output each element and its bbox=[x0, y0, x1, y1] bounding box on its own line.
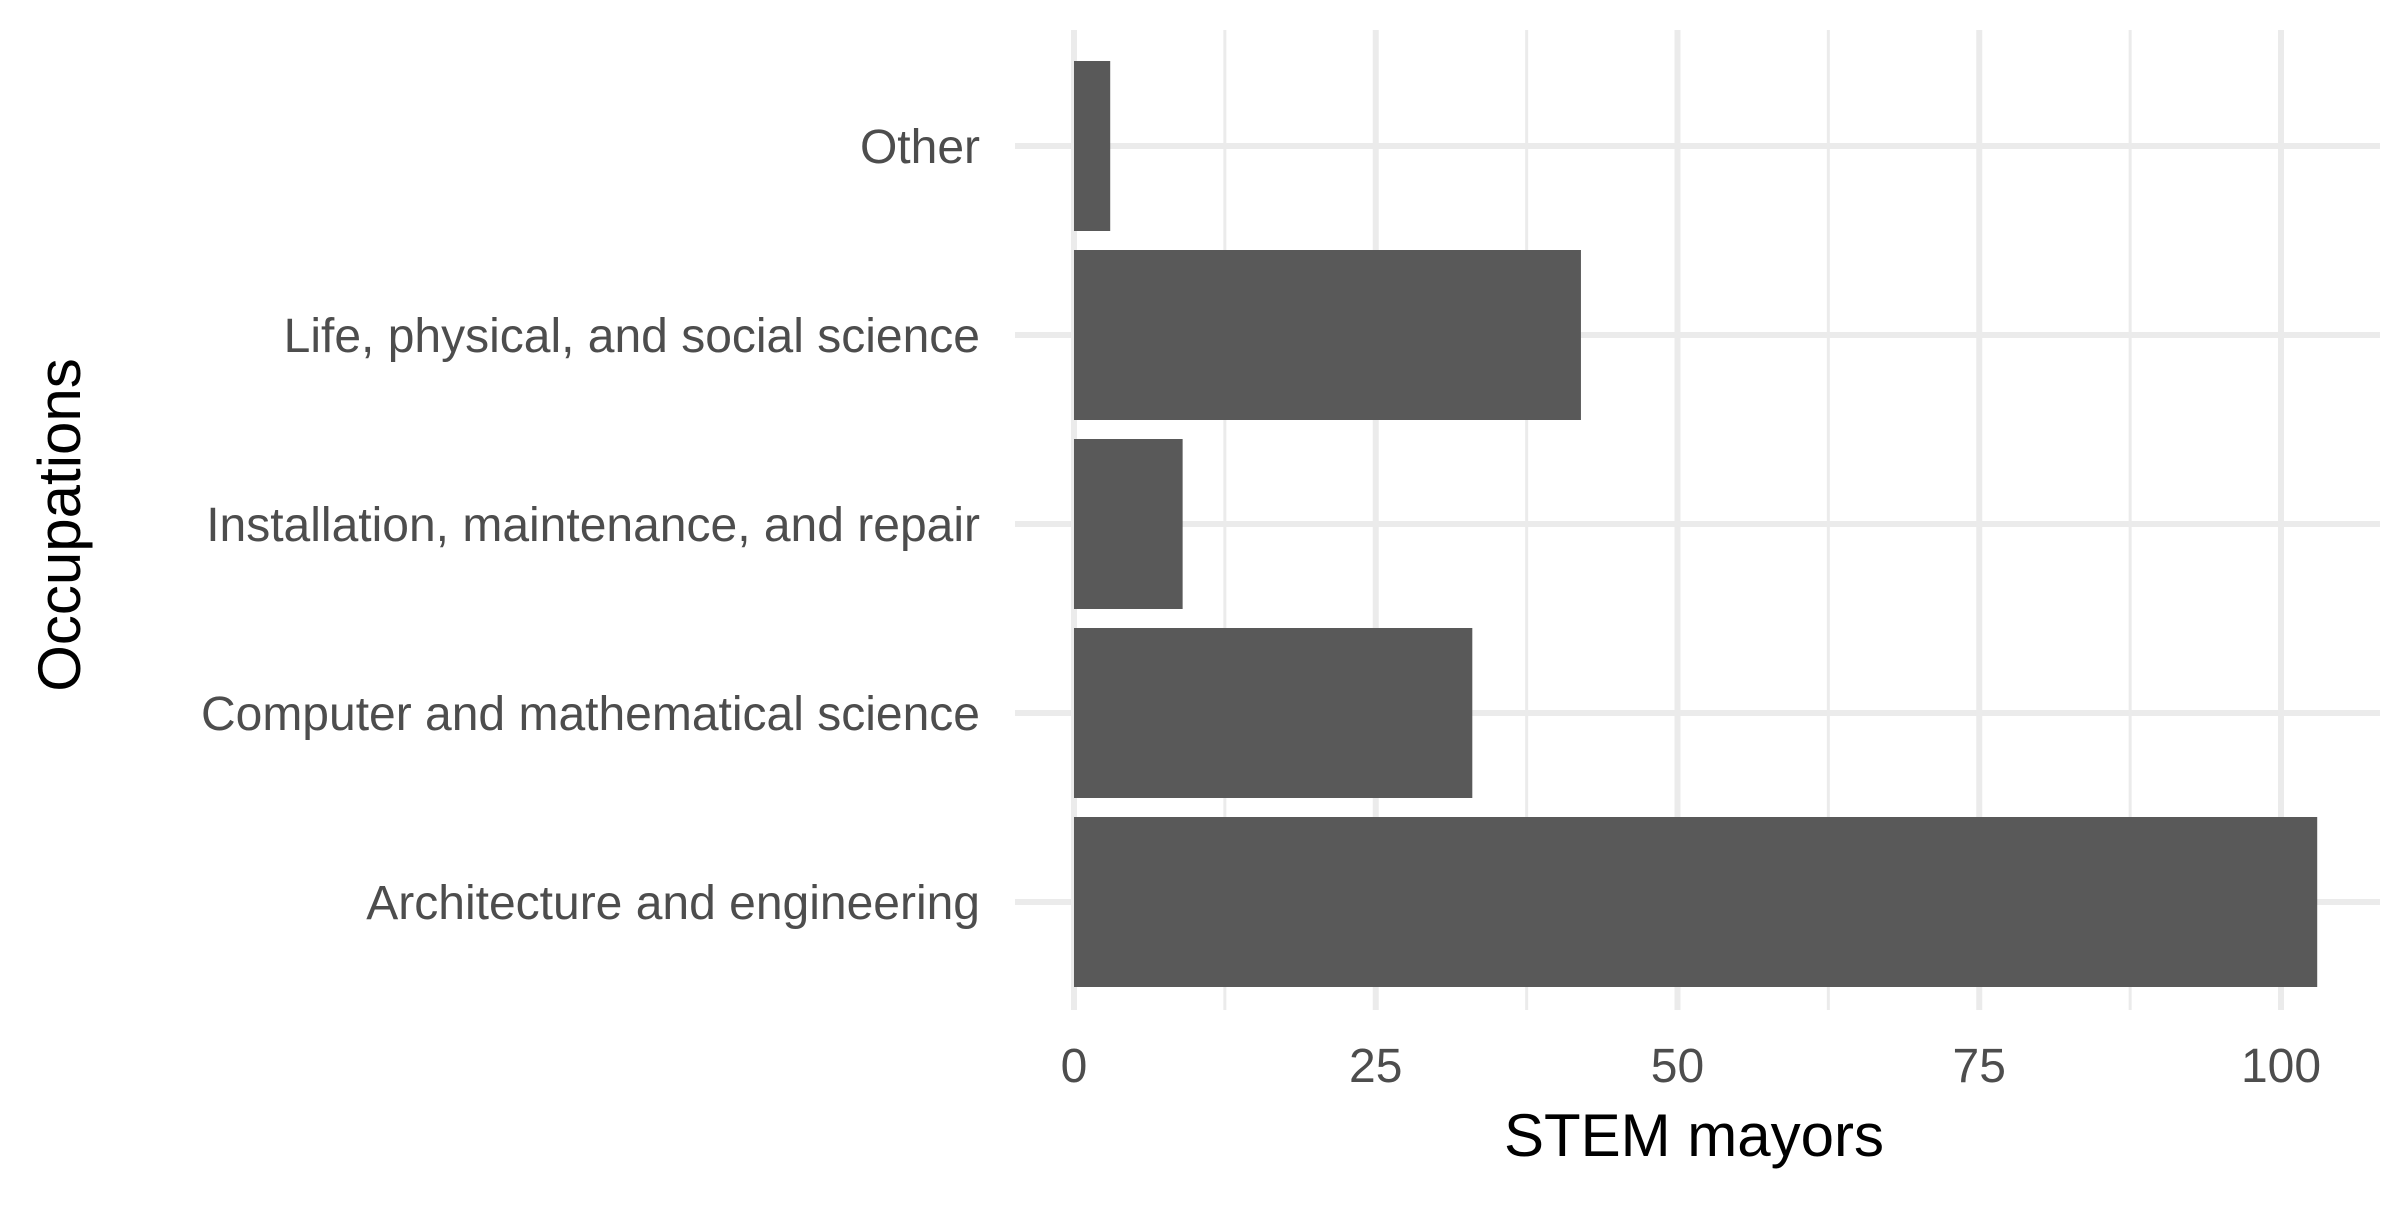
y-axis-title: Occupations bbox=[26, 358, 93, 692]
y-tick-label: Architecture and engineering bbox=[366, 877, 980, 930]
y-tick-label: Life, physical, and social science bbox=[284, 310, 980, 363]
x-tick-label: 75 bbox=[1953, 1040, 2006, 1093]
x-tick-label: 50 bbox=[1651, 1040, 1704, 1093]
x-tick-label: 0 bbox=[1061, 1040, 1088, 1093]
y-tick-label: Computer and mathematical science bbox=[201, 688, 980, 741]
bar-architecture-and-engineering bbox=[1074, 817, 2318, 987]
x-tick-label: 100 bbox=[2241, 1040, 2321, 1093]
bar-computer-and-mathematical-science bbox=[1074, 628, 1473, 798]
y-tick-label: Installation, maintenance, and repair bbox=[206, 499, 980, 552]
y-tick-label: Other bbox=[860, 121, 980, 174]
x-tick-label: 25 bbox=[1349, 1040, 1402, 1093]
bars bbox=[1074, 61, 2318, 987]
bar-installation-maintenance-and-repair bbox=[1074, 439, 1183, 609]
bar-life-physical-and-social-science bbox=[1074, 250, 1581, 420]
y-tick-labels: Architecture and engineering Computer and… bbox=[201, 121, 980, 930]
x-axis-title: STEM mayors bbox=[1504, 1102, 1884, 1169]
x-tick-labels: 0 25 50 75 100 bbox=[1061, 1040, 2321, 1093]
bar-other bbox=[1074, 61, 1111, 231]
